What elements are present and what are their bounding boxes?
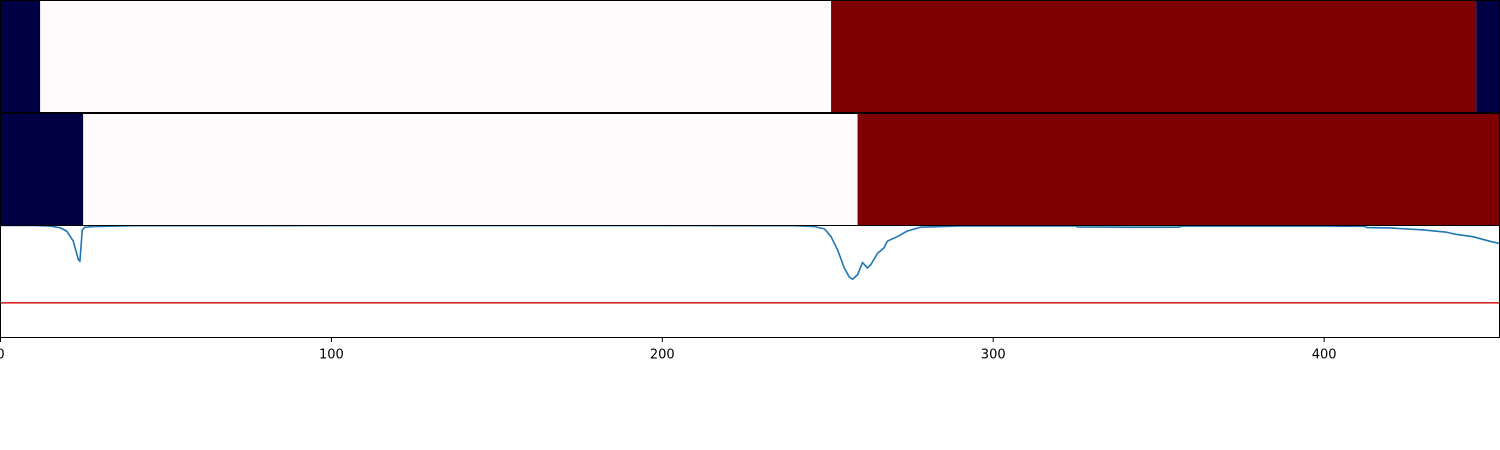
- heatmap-segment-1-2: [857, 113, 1500, 226]
- x-tick-label: 200: [650, 348, 675, 363]
- heatmap-strip-top: [0, 0, 1500, 113]
- x-tick-label: 300: [981, 348, 1006, 363]
- line-plot-panel: [0, 225, 1500, 338]
- x-tick-label: 0: [0, 348, 5, 363]
- x-tick-label: 100: [319, 348, 344, 363]
- x-axis: 0 100 200 300 400: [0, 337, 1337, 363]
- heatmap-segment-0-3: [1476, 0, 1500, 113]
- heatmap-segment-1-1: [83, 113, 858, 226]
- x-tick-label: 400: [1312, 348, 1337, 363]
- heatmap-segment-0-1: [40, 0, 832, 113]
- heatmap-segment-0-2: [831, 0, 1477, 113]
- heatmap-segment-0-0: [0, 0, 41, 113]
- heatmap-segment-1-0: [0, 113, 84, 226]
- series-line-0: [0, 225, 1500, 281]
- line-panel-frame: [0, 225, 1500, 338]
- heatmap-strip-middle: [0, 113, 1500, 226]
